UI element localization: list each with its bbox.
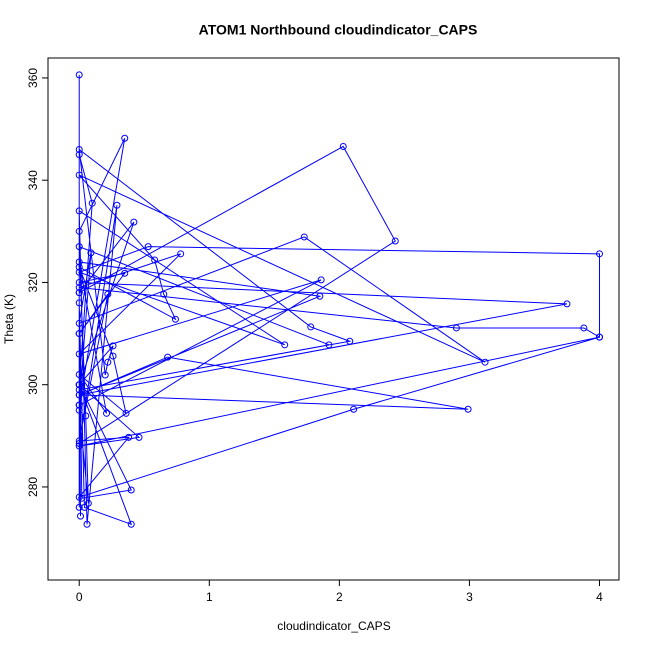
point: [75, 289, 83, 297]
point: [84, 499, 92, 507]
point: [125, 433, 133, 441]
y-tick-label: 360: [26, 68, 40, 88]
point: [75, 330, 83, 338]
x-tick-label: 3: [466, 590, 473, 604]
point: [75, 171, 83, 179]
point: [75, 370, 83, 378]
point: [464, 405, 472, 413]
point: [452, 324, 460, 332]
point: [75, 401, 83, 409]
point: [325, 341, 333, 349]
point: [127, 520, 135, 528]
x-tick-label: 1: [206, 590, 213, 604]
x-tick-label: 0: [76, 590, 83, 604]
line: [77, 74, 600, 526]
point: [104, 290, 112, 298]
point: [300, 233, 308, 241]
point: [350, 405, 358, 413]
point: [75, 207, 83, 215]
point: [317, 276, 325, 284]
point: [75, 278, 83, 286]
point: [75, 386, 83, 394]
y-tick-label: 300: [26, 374, 40, 394]
point: [75, 151, 83, 159]
point: [316, 292, 324, 300]
point: [339, 142, 347, 150]
point: [75, 503, 83, 511]
point: [87, 249, 95, 257]
point: [75, 391, 83, 399]
point: [75, 381, 83, 389]
point: [160, 290, 168, 298]
point: [75, 437, 83, 445]
point: [75, 350, 83, 358]
x-axis-label: cloudindicator_CAPS: [277, 619, 390, 633]
point: [75, 406, 83, 414]
point: [75, 227, 83, 235]
point: [75, 71, 83, 79]
point: [121, 269, 129, 277]
x-tick-label: 2: [336, 590, 343, 604]
point: [80, 503, 88, 511]
point: [83, 520, 91, 528]
point: [75, 243, 83, 251]
point: [307, 323, 315, 331]
point: [75, 258, 83, 266]
point: [88, 199, 96, 207]
point: [130, 218, 138, 226]
point: [177, 250, 185, 258]
plot-box: [47, 57, 620, 581]
point: [103, 409, 111, 417]
point: [595, 333, 603, 341]
point: [75, 319, 83, 327]
point: [75, 146, 83, 154]
point: [135, 433, 143, 441]
point: [77, 512, 85, 520]
point: [78, 494, 86, 502]
point: [75, 439, 83, 447]
point: [580, 324, 588, 332]
point: [563, 300, 571, 308]
point: [481, 358, 489, 366]
point: [109, 352, 117, 360]
point: [109, 342, 117, 350]
point: [82, 412, 90, 420]
chart-title: ATOM1 Northbound cloudindicator_CAPS: [199, 22, 478, 38]
point: [346, 337, 354, 345]
point: [281, 341, 289, 349]
y-tick-label: 340: [26, 170, 40, 190]
point: [113, 201, 121, 209]
point: [171, 315, 179, 323]
point: [391, 237, 399, 245]
point: [104, 358, 112, 366]
point: [101, 371, 109, 379]
point: [121, 134, 129, 142]
point: [122, 409, 130, 417]
x-tick-label: 4: [596, 590, 603, 604]
point: [75, 268, 83, 276]
point: [595, 250, 603, 258]
point: [127, 486, 135, 494]
point: [75, 263, 83, 271]
point: [151, 256, 159, 264]
point: [164, 353, 172, 361]
y-tick-label: 280: [26, 477, 40, 497]
point: [144, 243, 152, 251]
y-tick-label: 320: [26, 272, 40, 292]
point: [75, 442, 83, 450]
y-axis-label: Theta (K): [2, 294, 16, 344]
point: [75, 284, 83, 292]
point: [75, 299, 83, 307]
